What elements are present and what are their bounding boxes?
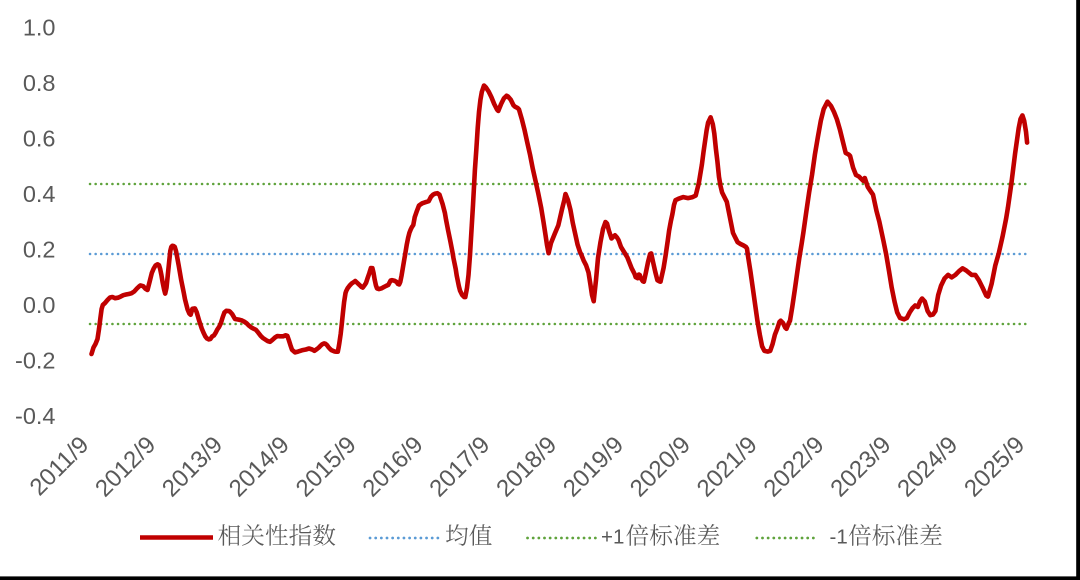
svg-text:1.0: 1.0 <box>23 15 56 41</box>
svg-text:+1: +1 <box>601 526 624 549</box>
svg-text:0.8: 0.8 <box>23 70 56 96</box>
svg-text:0.6: 0.6 <box>23 126 56 152</box>
svg-text:0.0: 0.0 <box>23 292 56 318</box>
svg-text:-0.4: -0.4 <box>15 403 56 429</box>
svg-text:0.4: 0.4 <box>23 181 56 207</box>
svg-text:-1: -1 <box>830 526 848 549</box>
svg-text:-0.2: -0.2 <box>15 348 56 374</box>
svg-text:0.2: 0.2 <box>23 237 56 263</box>
